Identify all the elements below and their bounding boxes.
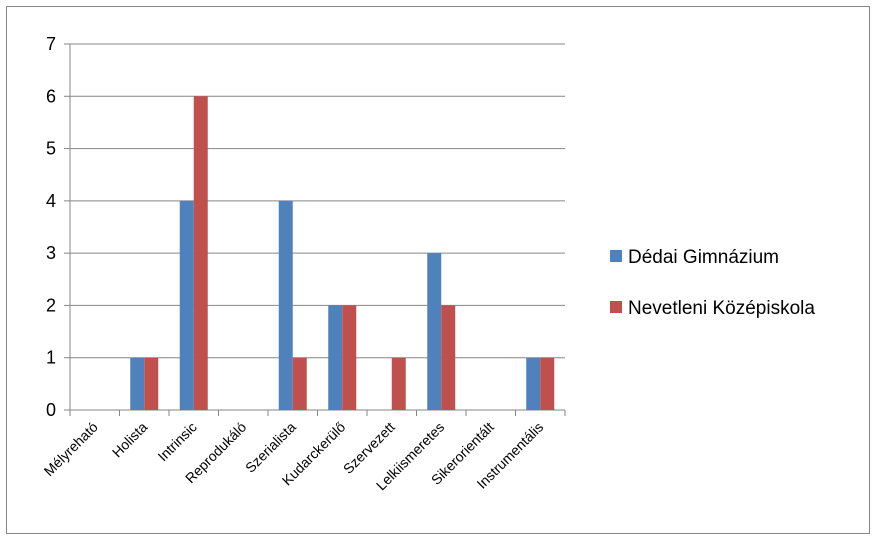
y-tick-label: 7 — [46, 34, 56, 54]
bar — [193, 96, 208, 411]
bar — [427, 253, 442, 410]
x-category-label: Intrinsic — [154, 419, 199, 464]
y-tick-label: 5 — [46, 139, 56, 159]
x-category-label: Mélyreható — [41, 419, 101, 479]
y-tick-label: 4 — [46, 191, 56, 211]
y-tick-label: 1 — [46, 348, 56, 368]
y-tick-label: 0 — [46, 400, 56, 420]
legend-swatch — [610, 301, 622, 313]
bar — [441, 305, 456, 410]
x-category-label: Holista — [109, 419, 151, 461]
bar — [342, 305, 357, 410]
legend-label: Nevetleni Középiskola — [628, 298, 815, 319]
bar — [278, 200, 293, 410]
bar — [130, 357, 145, 410]
bar — [144, 357, 159, 410]
y-tick-label: 3 — [46, 243, 56, 263]
y-tick-label: 2 — [46, 295, 56, 315]
bar — [292, 357, 307, 410]
bar — [179, 200, 194, 410]
bar — [328, 305, 343, 410]
bar — [526, 357, 541, 410]
bar — [391, 357, 406, 410]
legend-swatch — [610, 250, 622, 262]
legend-label: Dédai Gimnázium — [628, 247, 779, 268]
y-tick-label: 6 — [46, 86, 56, 106]
bar — [540, 357, 555, 410]
